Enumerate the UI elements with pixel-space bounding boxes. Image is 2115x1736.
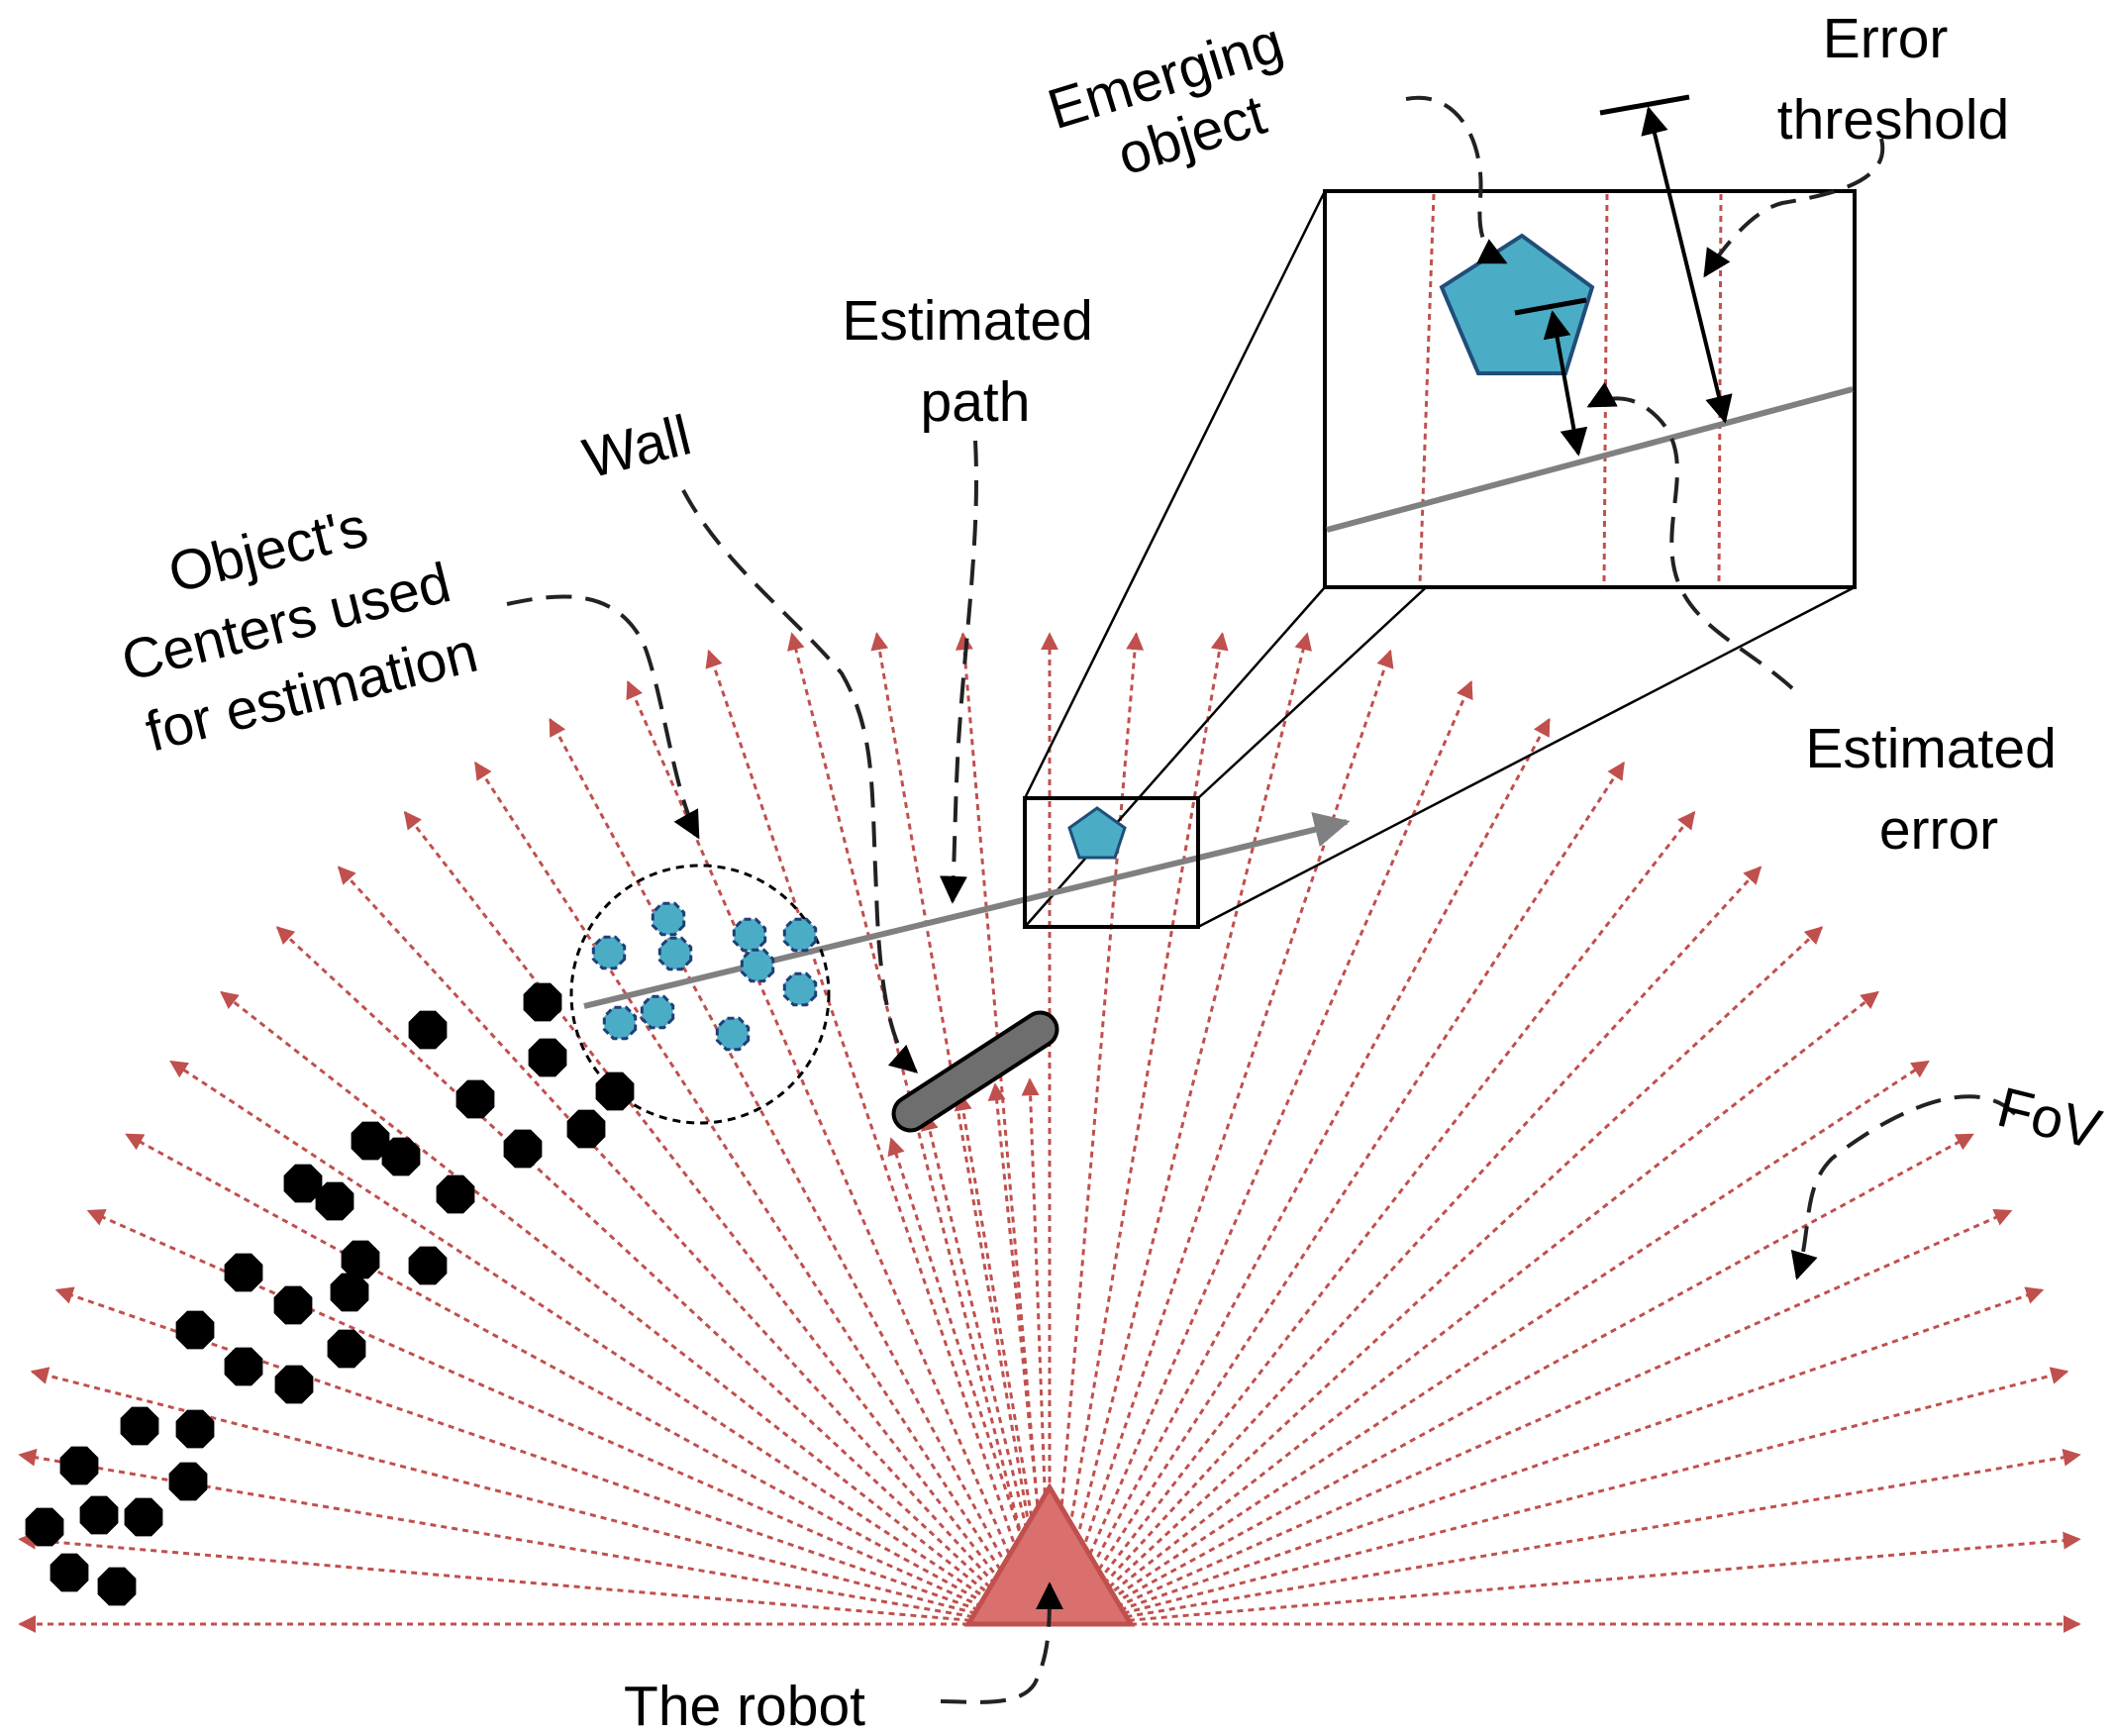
- estimated-error-arrow: [1543, 310, 1588, 457]
- sensor-ray: [1058, 680, 1473, 1625]
- sensor-ray: [1061, 761, 1626, 1625]
- obstacle-icon: [50, 1553, 89, 1592]
- object-center-icon: [782, 917, 818, 953]
- fov-label: FoV: [1991, 1075, 2107, 1162]
- obstacle-icon: [97, 1567, 137, 1606]
- obstacles: [25, 982, 635, 1606]
- obstacle-icon: [283, 1164, 323, 1203]
- estimated-path-arrow: [583, 812, 1351, 1009]
- sensor-ray: [1056, 649, 1394, 1625]
- object-center-icon: [732, 917, 767, 953]
- sensor-ray: [403, 810, 1036, 1625]
- error-threshold-arrow: [1641, 106, 1733, 424]
- obstacle-icon: [566, 1109, 606, 1149]
- sensor-ray: [1067, 926, 1824, 1626]
- obstacle-icon: [224, 1347, 263, 1386]
- sensor-ray: [1065, 866, 1762, 1626]
- obstacle-icon: [59, 1446, 99, 1485]
- zoom-source-box: [1023, 796, 1200, 929]
- obstacle-icon: [408, 1010, 448, 1050]
- wall-label: Wall: [577, 403, 697, 490]
- obstacle-icon: [528, 1038, 567, 1077]
- sensor-ray: [787, 632, 1046, 1625]
- wall-icon: [891, 1010, 1059, 1133]
- obstacle-icon: [436, 1174, 475, 1214]
- obstacle-icon: [315, 1181, 354, 1221]
- object-centers-label: Object's Centers used for estimation: [98, 475, 490, 766]
- sensor-ray: [705, 649, 1044, 1625]
- object-center-icon: [651, 901, 686, 937]
- emerging-object-small-icon: [1067, 806, 1127, 860]
- sensor-ray: [1052, 632, 1229, 1625]
- sensor-ray: [1084, 1531, 2081, 1626]
- obstacle-icon: [124, 1497, 163, 1537]
- obstacle-icon: [120, 1406, 159, 1446]
- error-threshold-tick: [1599, 94, 1690, 116]
- obstacle-icon: [351, 1121, 390, 1161]
- sensor-ray: [337, 866, 1034, 1626]
- sensor-ray: [870, 632, 1048, 1625]
- obstacle-icon: [330, 1273, 369, 1312]
- sensor-ray: [887, 1137, 1052, 1625]
- sensor-rays: [18, 632, 2081, 1633]
- obstacle-icon: [25, 1507, 64, 1547]
- object-centers-circle: [569, 864, 831, 1125]
- sensor-ray: [18, 1531, 1015, 1626]
- estimated-error-tick: [1514, 297, 1587, 316]
- object-center-icon: [657, 936, 693, 971]
- sensor-ray: [473, 761, 1038, 1625]
- object-center-icon: [591, 935, 627, 970]
- sensor-ray: [1074, 1133, 1974, 1626]
- obstacle-icon: [523, 982, 562, 1022]
- object-center-icon: [715, 1016, 751, 1052]
- sensor-ray: [275, 926, 1032, 1626]
- error-threshold-label: Error threshold: [1777, 7, 2010, 152]
- obstacle-icon: [79, 1495, 119, 1535]
- obstacle-icon: [224, 1253, 263, 1292]
- sensor-ray: [1082, 1448, 2081, 1626]
- callout-leaders: [506, 95, 2017, 1704]
- object-center-icon: [640, 994, 675, 1030]
- estimated-path-label: Estimated path: [842, 289, 1108, 434]
- estimated-error-label: Estimated error: [1805, 717, 2071, 862]
- obstacle-icon: [168, 1462, 208, 1501]
- object-center-icon: [740, 948, 775, 983]
- obstacle-icon: [341, 1240, 380, 1279]
- obstacle-icon: [274, 1365, 314, 1404]
- obstacle-icon: [595, 1072, 635, 1111]
- robot-label: The robot: [624, 1675, 865, 1731]
- obstacle-icon: [455, 1079, 495, 1119]
- obstacle-icon: [381, 1137, 421, 1176]
- obstacle-icon: [273, 1285, 313, 1325]
- obstacle-icon: [503, 1129, 543, 1169]
- sensor-ray: [1059, 717, 1551, 1625]
- sensor-ray: [1070, 990, 1879, 1626]
- sensor-ray: [549, 717, 1040, 1625]
- obstacle-icon: [408, 1246, 448, 1285]
- sensor-ray: [1054, 632, 1312, 1625]
- zoom-detail-box: [1323, 189, 1857, 589]
- sensor-ray: [1076, 1209, 2013, 1626]
- obstacle-icon: [175, 1409, 215, 1449]
- obstacle-icon: [175, 1310, 215, 1350]
- obstacle-icon: [327, 1329, 366, 1369]
- sensor-ray: [169, 1060, 1027, 1626]
- object-center-icon: [782, 971, 818, 1007]
- object-center-icon: [602, 1005, 638, 1041]
- sensor-ray: [1063, 810, 1696, 1625]
- emerging-object-label: Emerging object: [1041, 6, 1324, 203]
- sensor-ray: [1080, 1367, 2069, 1626]
- object-centers: [591, 901, 818, 1052]
- sensor-ray: [626, 680, 1042, 1625]
- sensor-ray: [1072, 1060, 1930, 1626]
- sensor-ray: [220, 990, 1029, 1626]
- sensor-ray: [1078, 1286, 2045, 1626]
- sensor-ray: [125, 1133, 1025, 1626]
